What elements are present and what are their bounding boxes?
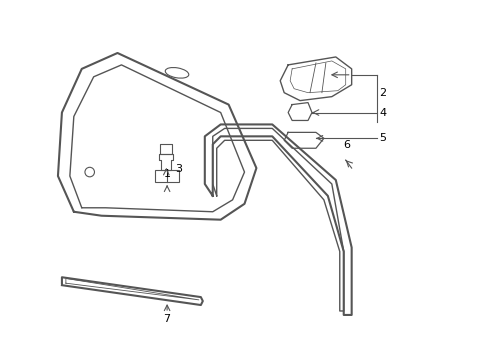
Text: 3: 3 <box>175 164 182 174</box>
Text: 2: 2 <box>379 88 386 98</box>
Text: 6: 6 <box>343 140 350 150</box>
Text: 5: 5 <box>379 133 386 143</box>
Text: 4: 4 <box>379 108 386 117</box>
Bar <box>155 170 179 182</box>
Text: 7: 7 <box>163 314 170 324</box>
Text: 1: 1 <box>163 169 170 179</box>
